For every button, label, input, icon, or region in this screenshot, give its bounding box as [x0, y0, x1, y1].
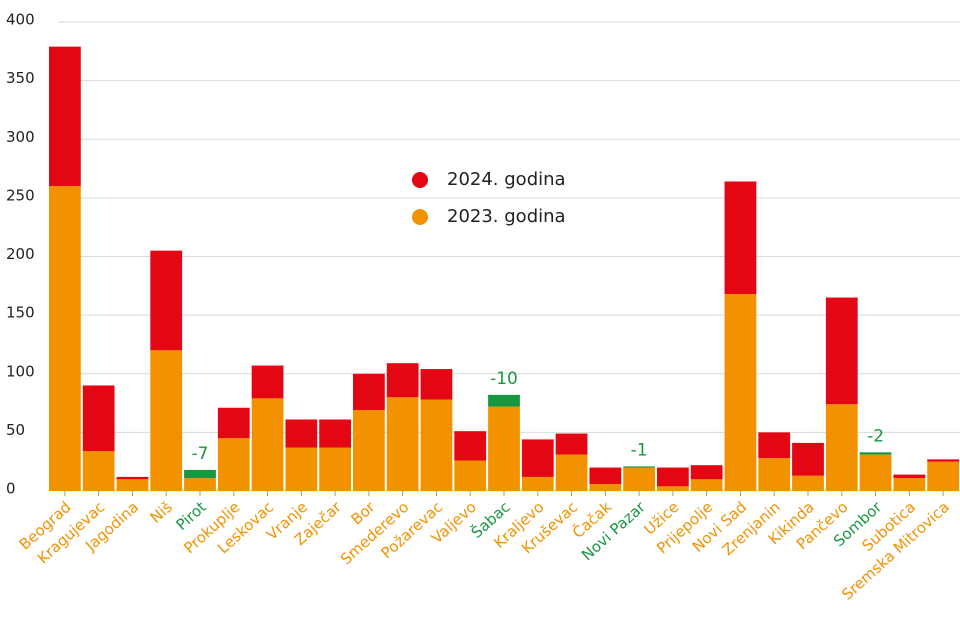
decrease-segment: [859, 452, 892, 455]
legend-label: 2024. godina: [447, 169, 566, 190]
y-tick-label: 250: [6, 186, 35, 204]
bar-segment: [353, 373, 385, 411]
y-tick-label: 200: [6, 245, 35, 263]
bar-segment: [825, 404, 858, 491]
decrease-label: -7: [192, 444, 209, 464]
y-tick-label: 400: [6, 11, 35, 29]
bar-segment: [555, 433, 588, 455]
bar-segment: [893, 478, 926, 491]
bar-segment: [353, 410, 385, 491]
bar-segment: [116, 476, 149, 480]
bar-segment: [623, 467, 655, 491]
bar-segment: [521, 439, 554, 477]
bar-segment: [758, 458, 791, 491]
bar-segment: [825, 297, 858, 405]
decrease-label: -1: [631, 440, 648, 460]
bar-segment: [150, 350, 183, 491]
bar-segment: [927, 461, 959, 491]
x-tick-label: Niš: [147, 498, 176, 527]
bar-segment: [927, 459, 959, 462]
bar-segment: [859, 454, 892, 491]
decrease-segment: [184, 469, 216, 479]
bar-segment: [386, 363, 419, 398]
bar-segment: [893, 474, 926, 479]
bar-segment: [454, 431, 487, 461]
decrease-segment: [488, 394, 520, 407]
bar-segment: [657, 486, 689, 491]
y-tick-label: 100: [6, 362, 35, 380]
bar-segment: [251, 365, 284, 399]
bar-segment: [758, 432, 791, 459]
bar-segment: [420, 399, 453, 491]
y-tick-label: 350: [6, 69, 35, 87]
bar-segment: [488, 406, 520, 491]
bar-segment: [319, 419, 351, 448]
bar-segment: [657, 467, 689, 487]
bar-segment: [690, 479, 723, 491]
bar-segment: [82, 385, 115, 452]
y-tick-label: 150: [6, 304, 35, 322]
legend-marker: [412, 172, 428, 188]
bar-segment: [116, 479, 149, 491]
bar-segment: [49, 46, 81, 187]
bar-segment: [386, 397, 419, 491]
bar-segment: [724, 294, 757, 491]
decrease-label: -2: [867, 426, 884, 446]
legend-marker: [412, 209, 428, 225]
bar-segment: [150, 250, 183, 351]
bar-segment: [454, 460, 487, 491]
decrease-segment: [623, 466, 655, 468]
legend-label: 2023. godina: [447, 206, 566, 227]
decrease-label: -10: [490, 369, 518, 389]
y-tick-label: 0: [6, 480, 16, 498]
bar-segment: [319, 447, 351, 491]
bar-segment: [589, 483, 622, 491]
bar-segment: [589, 467, 622, 484]
bar-segment: [217, 438, 250, 491]
bar-segment: [251, 398, 284, 491]
bar-segment: [690, 465, 723, 480]
y-tick-label: 50: [6, 421, 25, 439]
bar-segment: [82, 451, 115, 491]
y-tick-label: 300: [6, 128, 35, 146]
bar-segment: [49, 186, 81, 491]
bar-segment: [184, 478, 216, 491]
bar-segment: [285, 419, 318, 448]
bar-segment: [792, 475, 824, 491]
bar-segment: [555, 454, 588, 491]
bar-segment: [285, 447, 318, 491]
bar-segment: [420, 369, 453, 400]
bar-segment: [521, 476, 554, 491]
bar-segment: [217, 407, 250, 439]
bar-segment: [792, 442, 824, 476]
bar-segment: [724, 181, 757, 295]
